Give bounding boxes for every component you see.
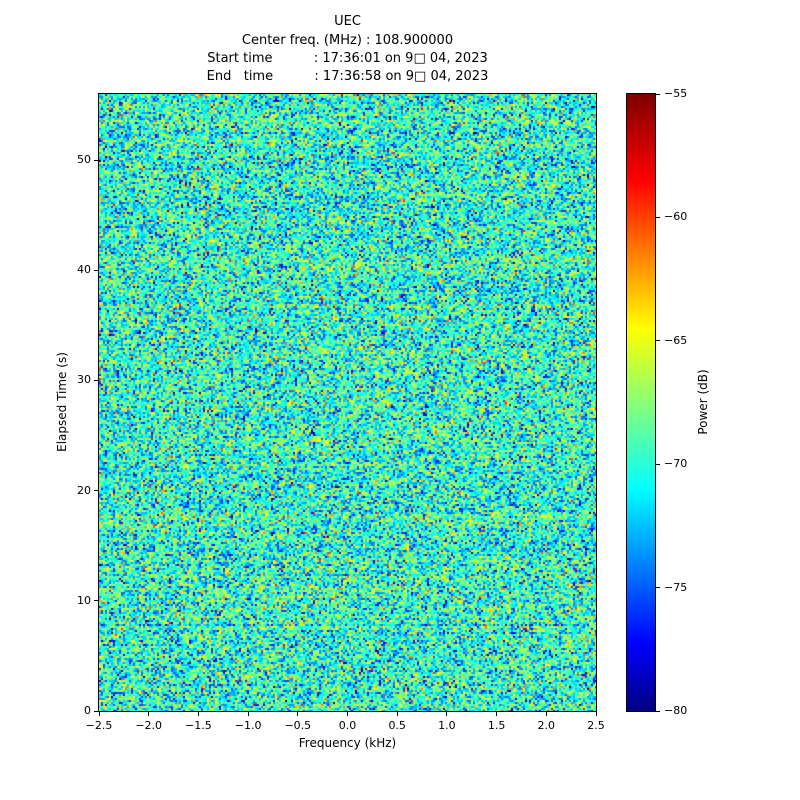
colorbar-tick-label: −75: [664, 580, 688, 594]
colorbar-tick-mark: [656, 340, 660, 342]
colorbar-tick-mark: [656, 710, 660, 712]
x-tick-label: 2.0: [537, 719, 556, 732]
colorbar-tick-mark: [656, 587, 660, 589]
y-tick-label: 10: [77, 593, 91, 607]
y-tick-label: 40: [77, 263, 91, 277]
y-tick-mark: [94, 269, 98, 271]
x-axis-label: Frequency (kHz): [298, 736, 397, 750]
x-tick-mark: [545, 712, 547, 716]
colorbar: [626, 93, 656, 712]
y-tick-label: 50: [77, 153, 91, 167]
colorbar-tick-label: −55: [664, 87, 688, 100]
colorbar-tick-label: −60: [664, 210, 688, 224]
x-tick-mark: [297, 712, 299, 716]
colorbar-tick-mark: [656, 93, 660, 95]
x-tick-mark: [98, 712, 100, 716]
end-time-line: End time : 17:36:58 on 9□ 04, 2023: [206, 69, 489, 84]
x-tick-mark: [197, 712, 199, 716]
x-tick-label: 2.5: [587, 719, 605, 732]
y-tick-mark: [94, 600, 98, 602]
colorbar-tick-label: −80: [664, 704, 688, 717]
figure-title: UEC: [334, 14, 361, 29]
y-tick-label: 20: [77, 483, 91, 497]
start-time-line: Start time : 17:36:01 on 9□ 04, 2023: [207, 51, 488, 66]
y-tick-mark: [94, 379, 98, 381]
x-tick-mark: [396, 712, 398, 716]
center-freq-line: Center freq. (MHz) : 108.900000: [241, 33, 454, 48]
colorbar-tick-label: −65: [664, 333, 688, 347]
heatmap-plot-area: [98, 93, 597, 712]
colorbar-tick-label: −70: [664, 457, 688, 471]
x-tick-label: 1.5: [487, 719, 506, 732]
x-tick-label: −1.5: [185, 719, 212, 732]
colorbar-tick-mark: [656, 463, 660, 465]
x-tick-mark: [496, 712, 498, 716]
x-tick-label: −2.5: [85, 719, 113, 732]
y-axis-label: Elapsed Time (s): [55, 352, 69, 452]
y-tick-label: 30: [77, 373, 91, 387]
colorbar-label: Power (dB): [696, 369, 710, 435]
y-tick-mark: [94, 710, 98, 712]
y-tick-label: 0: [84, 704, 91, 717]
x-tick-label: −0.5: [284, 719, 312, 732]
x-tick-label: 1.0: [438, 719, 456, 732]
x-tick-mark: [247, 712, 249, 716]
x-tick-mark: [148, 712, 150, 716]
spectrogram-canvas: [99, 94, 596, 711]
x-tick-label: 0.5: [388, 719, 406, 732]
y-tick-mark: [94, 490, 98, 492]
x-tick-label: −2.0: [135, 719, 163, 732]
x-tick-label: 0.0: [338, 719, 357, 732]
x-tick-mark: [347, 712, 348, 716]
x-tick-mark: [595, 712, 597, 716]
y-tick-mark: [94, 159, 98, 161]
x-tick-label: −1.0: [234, 719, 262, 732]
colorbar-tick-mark: [656, 216, 660, 218]
x-tick-mark: [446, 712, 448, 716]
